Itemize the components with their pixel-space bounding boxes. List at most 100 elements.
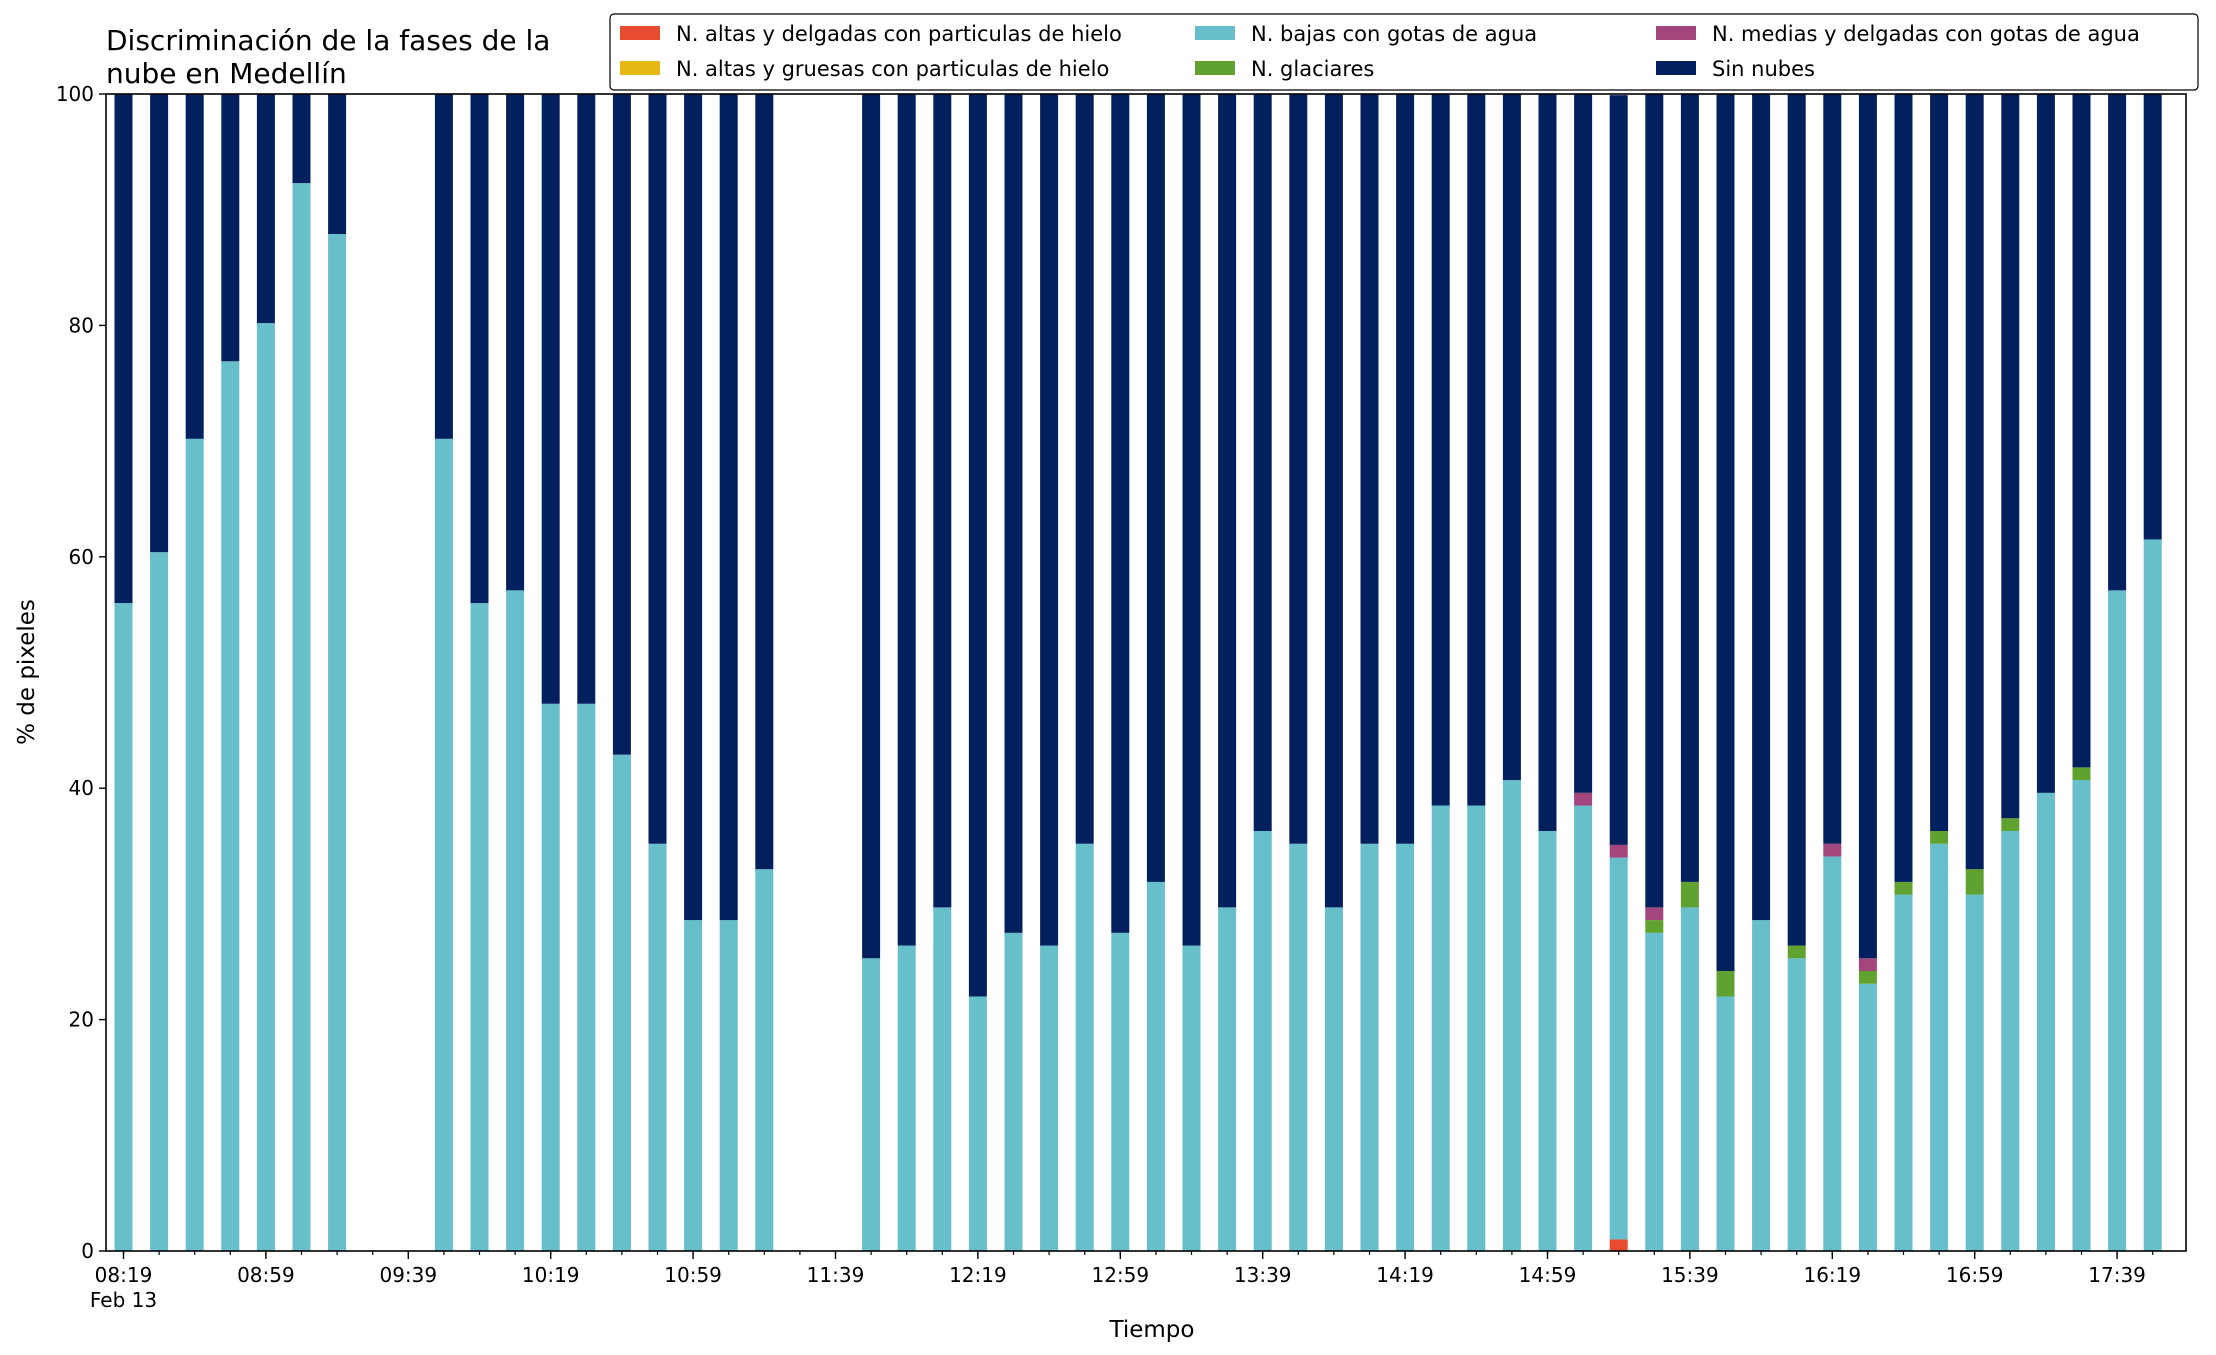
bar-segment (328, 94, 347, 234)
bar-segment (506, 590, 525, 1251)
y-tick-label: 100 (56, 82, 94, 106)
bar-segment (968, 996, 987, 1251)
bar-segment (1396, 843, 1415, 1251)
bar-segment (1574, 94, 1593, 793)
bar-segment (1965, 894, 1984, 1251)
bar-segment (719, 920, 738, 1251)
x-tick-label: 11:39 (807, 1263, 865, 1287)
legend-entry-label: N. altas y delgadas con particulas de hi… (676, 22, 1122, 46)
y-tick-label: 80 (69, 313, 94, 337)
legend-swatch (1656, 61, 1696, 75)
x-tick-label: 12:59 (1091, 1263, 1149, 1287)
bar-segment (1111, 932, 1130, 1251)
bar-segment (968, 94, 987, 997)
bar-segment (1752, 94, 1771, 921)
legend-entry-label: N. medias y delgadas con gotas de agua (1712, 22, 2140, 46)
y-tick-label: 20 (69, 1008, 94, 1032)
chart-title-line-2: nube en Medellín (106, 57, 347, 90)
bar-segment (185, 438, 204, 1251)
bar-segment (755, 94, 774, 870)
bar-segment (2108, 94, 2127, 591)
x-tick-label: 15:39 (1661, 1263, 1719, 1287)
bar-segment (719, 94, 738, 921)
bar-segment (862, 958, 881, 1251)
bar-segment (256, 323, 275, 1252)
legend-swatch (1656, 26, 1696, 40)
bar-segment (2001, 94, 2020, 819)
legend-swatch (620, 26, 660, 40)
bar-segment (1716, 94, 1735, 972)
bar-segment (1609, 857, 1628, 1240)
legend-entry-label: N. bajas con gotas de agua (1251, 22, 1537, 46)
chart-title: Discriminación de la fases de la nube en… (106, 24, 550, 90)
bar-segment (1609, 844, 1628, 858)
x-tick-label: 09:39 (379, 1263, 437, 1287)
legend-swatch (1195, 61, 1235, 75)
bar-segment (933, 94, 952, 908)
bar-segment (1075, 94, 1094, 844)
bar-segment (114, 603, 133, 1251)
bar-segment (1716, 971, 1735, 997)
bar-segment (2072, 767, 2091, 781)
bar-segment (1752, 920, 1771, 1251)
bar-segment (1894, 881, 1913, 895)
bar-segment (1858, 983, 1877, 1251)
bar-segment (1004, 932, 1023, 1251)
bar-segment (1324, 907, 1343, 1251)
bar-segment (577, 94, 596, 704)
bar-segment (1823, 94, 1842, 844)
bar-segment (1289, 94, 1308, 844)
bar-segment (1467, 94, 1486, 806)
x-tick-label: 08:19 (95, 1263, 153, 1287)
y-axis-label: % de pixeles (14, 599, 40, 745)
bar-segment (1965, 869, 1984, 895)
bar-segment (1182, 94, 1201, 946)
bar-segment (434, 438, 453, 1251)
bar-segment (897, 945, 916, 1251)
bar-segment (1858, 958, 1877, 972)
bars-layer (114, 94, 2162, 1252)
bar-segment (1858, 94, 1877, 959)
bar-segment (1716, 996, 1735, 1251)
bar-segment (1360, 94, 1379, 844)
bar-segment (1218, 907, 1237, 1251)
bar-segment (185, 94, 204, 439)
bar-segment (1253, 831, 1272, 1251)
bar-segment (1004, 94, 1023, 933)
bar-segment (1787, 94, 1806, 946)
bar-segment (1930, 843, 1949, 1251)
legend-entry-label: Sin nubes (1712, 57, 1815, 81)
bar-segment (150, 94, 169, 553)
bar-segment (1218, 94, 1237, 908)
bar-segment (1040, 94, 1059, 946)
bar-segment (1823, 843, 1842, 857)
bar-segment (1645, 932, 1664, 1251)
bar-segment (1787, 958, 1806, 1251)
bar-segment (648, 843, 667, 1251)
legend-entry-label: N. altas y gruesas con particulas de hie… (676, 57, 1109, 81)
legend: N. altas y delgadas con particulas de hi… (609, 13, 2199, 91)
bar-segment (2036, 792, 2055, 1251)
bar-segment (1111, 94, 1130, 933)
y-tick-label: 0 (81, 1239, 94, 1263)
bar-segment (328, 234, 347, 1251)
bar-segment (1040, 945, 1059, 1251)
bar-segment (292, 94, 311, 184)
plot-frame (105, 93, 2187, 1252)
x-tick-label: 17:39 (2088, 1263, 2146, 1287)
bar-segment (1146, 881, 1165, 1251)
bar-segment (506, 94, 525, 591)
bar-segment (256, 94, 275, 324)
chart-title-line-1: Discriminación de la fases de la (106, 24, 550, 57)
bar-segment (2036, 94, 2055, 793)
x-axis: 08:19 08:59 09:39 10:19 10:59 11:39 12:19 12:59… (90, 1251, 2154, 1312)
legend-entry-label: N. glaciares (1251, 57, 1374, 81)
bar-segment (1645, 920, 1664, 933)
bar-segment (648, 94, 667, 844)
bar-segment (1680, 881, 1699, 908)
bar-segment (862, 94, 881, 959)
bar-segment (2001, 818, 2020, 832)
bar-segment (221, 94, 240, 362)
x-tick-label: 12:19 (949, 1263, 1007, 1287)
